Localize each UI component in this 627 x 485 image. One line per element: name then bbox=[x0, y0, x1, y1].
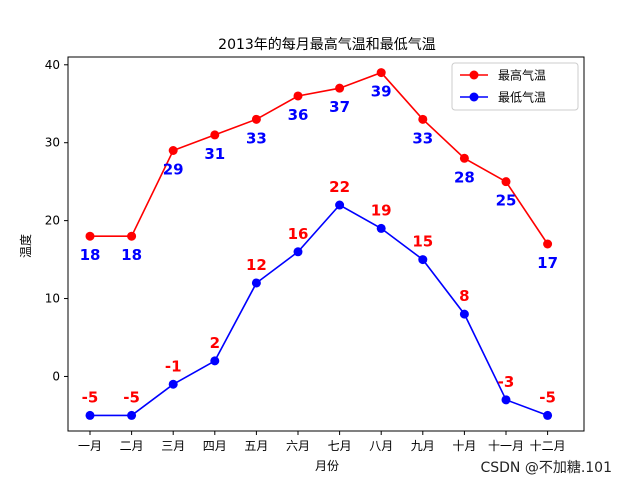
y-tick-label: 30 bbox=[45, 136, 60, 150]
data-label: 12 bbox=[246, 256, 267, 274]
data-label: 22 bbox=[329, 178, 350, 196]
data-point bbox=[376, 223, 386, 233]
legend-marker bbox=[469, 92, 479, 102]
data-point bbox=[251, 278, 261, 288]
data-label: 39 bbox=[371, 83, 392, 101]
data-point bbox=[335, 83, 345, 93]
data-point bbox=[168, 379, 178, 389]
data-label: -1 bbox=[165, 357, 182, 375]
data-point bbox=[168, 146, 178, 155]
y-tick-label: 40 bbox=[45, 58, 60, 72]
chart-title: 2013年的每月最高气温和最低气温 bbox=[218, 36, 436, 53]
plot-area: 0 10 20 30 40 一月 二月 三月 四月 五月 六月 七月 八月 九月 十月 十一月 十二月 18 18 2… bbox=[45, 56, 585, 453]
data-label: 33 bbox=[412, 129, 433, 147]
data-point bbox=[501, 395, 511, 405]
x-tick-label: 七月 bbox=[328, 439, 352, 453]
legend-item: 最高气温 bbox=[460, 68, 546, 83]
data-point bbox=[210, 356, 220, 366]
data-point bbox=[127, 231, 137, 241]
data-point bbox=[501, 177, 511, 187]
data-label: 19 bbox=[371, 201, 392, 219]
data-point bbox=[459, 153, 469, 163]
series-2: -5 -5 -1 2 12 16 22 19 15 8 -3 -5 bbox=[82, 178, 556, 420]
data-label: 31 bbox=[204, 145, 225, 163]
data-label: 18 bbox=[80, 246, 101, 264]
data-label: -5 bbox=[82, 388, 99, 406]
data-label: 17 bbox=[537, 254, 558, 272]
data-label: 2 bbox=[210, 334, 220, 352]
data-point bbox=[85, 231, 95, 241]
data-label: 29 bbox=[163, 161, 184, 179]
x-tick-label: 十月 bbox=[452, 439, 476, 453]
y-tick-label: 20 bbox=[45, 214, 60, 228]
data-label: 37 bbox=[329, 98, 350, 116]
x-tick-label: 九月 bbox=[411, 439, 435, 453]
data-label: -3 bbox=[498, 373, 515, 391]
legend-marker bbox=[469, 70, 479, 80]
data-label: -5 bbox=[539, 388, 556, 406]
x-tick-label: 四月 bbox=[203, 439, 227, 453]
data-point bbox=[85, 410, 95, 420]
x-tick-label: 一月 bbox=[78, 439, 102, 453]
data-label: 36 bbox=[288, 106, 309, 124]
data-point bbox=[335, 200, 345, 210]
series-1: 18 18 29 31 33 36 37 39 33 28 25 17 bbox=[80, 68, 558, 272]
watermark: CSDN @不加糖.101 bbox=[480, 460, 612, 476]
x-tick-label: 八月 bbox=[369, 439, 393, 453]
data-point bbox=[293, 247, 303, 257]
plot-frame bbox=[67, 56, 585, 432]
x-tick-label: 五月 bbox=[244, 439, 268, 453]
y-axis-label: 温度 bbox=[18, 234, 33, 258]
data-point bbox=[543, 410, 553, 420]
legend-label: 最低气温 bbox=[498, 90, 546, 105]
data-label: 18 bbox=[121, 246, 142, 264]
x-tick-label: 三月 bbox=[161, 439, 185, 453]
x-tick-label: 十二月 bbox=[530, 439, 566, 453]
legend-label: 最高气温 bbox=[498, 68, 546, 83]
data-label: 28 bbox=[454, 168, 475, 186]
series-line bbox=[90, 203, 548, 417]
x-tick-label: 六月 bbox=[286, 439, 310, 453]
data-label: 15 bbox=[412, 233, 433, 251]
legend-item: 最低气温 bbox=[460, 90, 546, 105]
data-point bbox=[251, 114, 261, 124]
data-label: 16 bbox=[288, 225, 309, 243]
series-line bbox=[90, 71, 549, 245]
data-point bbox=[127, 410, 137, 420]
data-point bbox=[210, 130, 220, 140]
data-point bbox=[418, 255, 428, 265]
y-tick-label: 10 bbox=[45, 292, 60, 306]
data-label: -5 bbox=[123, 388, 140, 406]
data-label: 8 bbox=[459, 287, 469, 305]
data-point bbox=[459, 309, 469, 319]
data-point bbox=[293, 91, 303, 101]
data-point bbox=[418, 114, 428, 124]
data-point bbox=[376, 68, 386, 78]
data-point bbox=[543, 239, 553, 249]
y-tick-label: 0 bbox=[52, 369, 60, 383]
data-label: 25 bbox=[496, 192, 517, 210]
x-axis-label: 月份 bbox=[315, 459, 339, 473]
x-tick-label: 二月 bbox=[120, 439, 144, 453]
data-label: 33 bbox=[246, 129, 267, 147]
x-tick-label: 十一月 bbox=[488, 439, 524, 453]
